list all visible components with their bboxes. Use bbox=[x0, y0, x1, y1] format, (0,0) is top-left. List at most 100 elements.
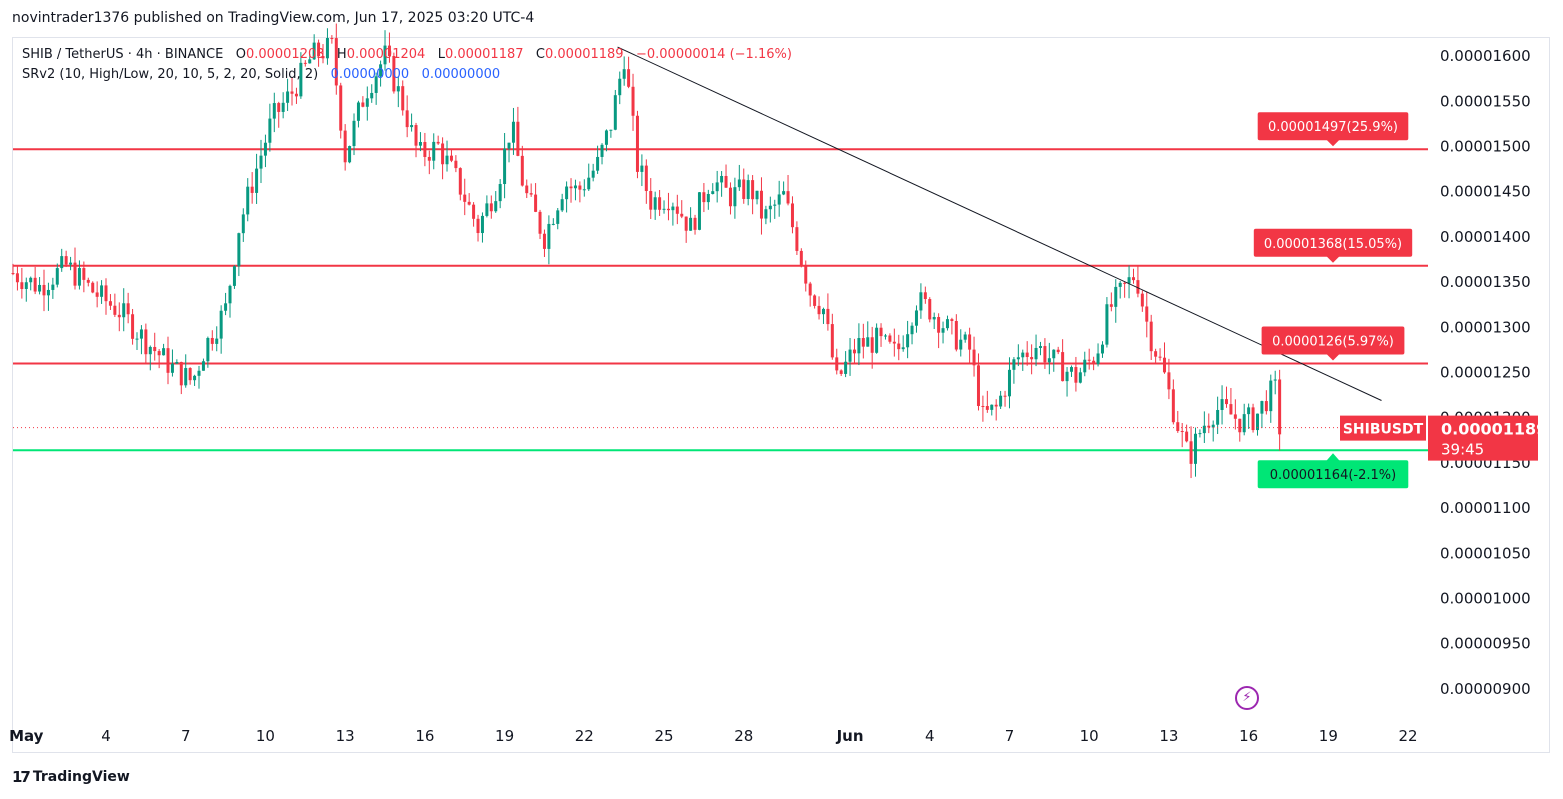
candle-body bbox=[1171, 389, 1175, 423]
candle-body bbox=[82, 268, 86, 280]
candle-body bbox=[751, 180, 755, 200]
x-tick-label: 16 bbox=[1239, 727, 1258, 745]
x-tick-label: 25 bbox=[654, 727, 673, 745]
candle-body bbox=[901, 347, 905, 350]
tradingview-logo-icon: 17 bbox=[12, 768, 31, 786]
candle-body bbox=[60, 256, 64, 269]
candle-body bbox=[516, 121, 520, 156]
candle-body bbox=[786, 191, 790, 204]
candle-body bbox=[1255, 413, 1259, 431]
x-tick-label: 13 bbox=[336, 727, 355, 745]
candle-body bbox=[188, 368, 192, 381]
candle-body bbox=[91, 282, 95, 293]
candle-body bbox=[250, 186, 254, 193]
candle-body bbox=[272, 103, 276, 119]
candle-body bbox=[449, 155, 453, 161]
x-tick-label: 16 bbox=[415, 727, 434, 745]
candle-body bbox=[1021, 352, 1025, 358]
candle-body bbox=[410, 125, 414, 128]
candle-body bbox=[777, 194, 781, 205]
candle-body bbox=[839, 370, 843, 374]
candle-body bbox=[126, 303, 130, 315]
flash-icon[interactable]: ⚡ bbox=[1235, 686, 1259, 710]
candle-body bbox=[711, 191, 715, 194]
candle-body bbox=[1264, 401, 1268, 412]
close-value: 0.00001189 bbox=[545, 47, 624, 62]
x-tick-label: 22 bbox=[1399, 727, 1418, 745]
x-tick-label: 10 bbox=[256, 727, 275, 745]
candle-body bbox=[852, 349, 856, 354]
candle-body bbox=[720, 175, 724, 183]
level-label-box bbox=[1253, 228, 1413, 257]
candle-body bbox=[343, 130, 347, 163]
candle-body bbox=[312, 42, 316, 60]
candle-body bbox=[166, 348, 170, 373]
tradingview-footer[interactable]: 17 TradingView bbox=[12, 768, 130, 786]
candle-body bbox=[569, 186, 573, 189]
candle-body bbox=[179, 362, 183, 386]
candle-body bbox=[1100, 344, 1104, 354]
candle-body bbox=[1211, 424, 1215, 428]
indicator-label[interactable]: SRv2 (10, High/Low, 20, 10, 5, 2, 20, So… bbox=[22, 67, 319, 82]
candle-body bbox=[1074, 367, 1078, 383]
candle-body bbox=[100, 285, 104, 297]
candle-body bbox=[1056, 349, 1060, 353]
candle-body bbox=[994, 404, 998, 407]
high-value: 0.00001204 bbox=[346, 47, 426, 62]
y-tick-label: 0.00001300 bbox=[1440, 318, 1531, 336]
level-label-box bbox=[1257, 112, 1409, 141]
candle-body bbox=[1047, 358, 1051, 363]
x-tick-label: 4 bbox=[101, 727, 111, 745]
candle-body bbox=[556, 210, 560, 224]
candle-body bbox=[170, 363, 174, 373]
candle-body bbox=[906, 334, 910, 348]
close-label: C bbox=[535, 47, 545, 62]
level-label-pointer bbox=[1326, 139, 1340, 147]
candle-body bbox=[914, 310, 918, 326]
candle-body bbox=[697, 192, 701, 230]
candle-body bbox=[383, 45, 387, 65]
candle-body bbox=[427, 156, 431, 161]
candle-body bbox=[1167, 372, 1171, 390]
candle-body bbox=[1003, 395, 1007, 397]
candle-body bbox=[795, 227, 799, 251]
candle-body bbox=[1202, 425, 1206, 434]
candle-body bbox=[724, 175, 728, 188]
candle-body bbox=[1016, 357, 1020, 360]
symbol-label[interactable]: SHIB / TetherUS · 4h · BINANCE bbox=[22, 47, 224, 62]
candle-body bbox=[458, 168, 462, 195]
candle-body bbox=[498, 184, 502, 202]
candle-body bbox=[1180, 431, 1184, 433]
candle-body bbox=[1078, 372, 1082, 383]
candle-body bbox=[480, 215, 484, 234]
level-label-text: 0.00001497(25.9%) bbox=[1268, 120, 1398, 135]
ohlc-row: SHIB / TetherUS · 4h · BINANCE O0.000012… bbox=[22, 45, 792, 65]
x-tick-label: 10 bbox=[1080, 727, 1099, 745]
y-tick-label: 0.00001250 bbox=[1440, 363, 1531, 381]
level-label-text: 0.0000126(5.97%) bbox=[1272, 334, 1394, 349]
candle-body bbox=[817, 305, 821, 315]
symbol-tag bbox=[1340, 415, 1426, 441]
candle-body bbox=[1238, 418, 1242, 433]
candle-body bbox=[715, 182, 719, 192]
candle-body bbox=[910, 325, 914, 335]
candle-body bbox=[255, 168, 259, 193]
candle-body bbox=[790, 203, 794, 228]
candle-body bbox=[392, 56, 396, 92]
candle-body bbox=[684, 216, 688, 231]
candle-body bbox=[551, 223, 555, 225]
candle-body bbox=[445, 155, 449, 165]
candle-body bbox=[879, 327, 883, 337]
chart-legend: SHIB / TetherUS · 4h · BINANCE O0.000012… bbox=[22, 45, 792, 85]
candle-body bbox=[1127, 277, 1131, 284]
candle-body bbox=[954, 320, 958, 350]
candle-body bbox=[1069, 367, 1073, 372]
open-value: 0.00001203 bbox=[245, 47, 325, 62]
candle-body bbox=[560, 199, 564, 211]
candle-body bbox=[945, 319, 949, 329]
candle-body bbox=[489, 203, 493, 212]
candle-body bbox=[773, 204, 777, 206]
candle-body bbox=[122, 303, 126, 318]
candle-body bbox=[999, 395, 1003, 407]
